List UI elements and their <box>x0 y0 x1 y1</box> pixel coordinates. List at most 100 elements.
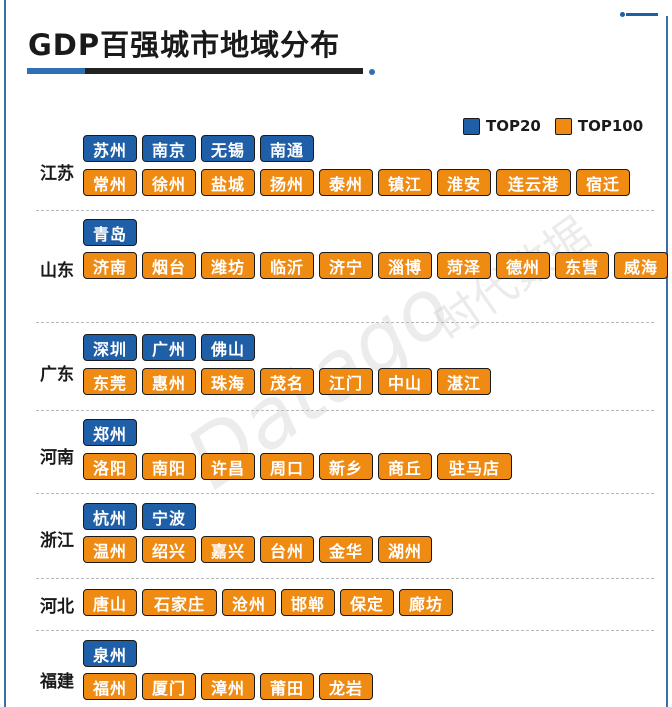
city-tag-top100: 淄博 <box>378 252 432 279</box>
city-tag-top100: 济南 <box>83 252 137 279</box>
city-tag-top100: 临沂 <box>260 252 314 279</box>
city-tag-top100: 洛阳 <box>83 453 137 480</box>
city-tag-top20: 无锡 <box>201 135 255 162</box>
city-tag-top20: 南京 <box>142 135 196 162</box>
city-tag-top100: 茂名 <box>260 368 314 395</box>
top100-row: 常州 徐州 盐城 扬州 泰州 镇江 淮安 连云港 宿迁 <box>83 169 635 196</box>
top100-row: 福州 厦门 漳州 莆田 龙岩 <box>83 673 378 700</box>
row-separator <box>36 630 654 631</box>
left-border-line <box>4 0 6 707</box>
top20-row: 青岛 <box>83 219 142 246</box>
province-label: 山东 <box>40 261 74 281</box>
city-tag-top100: 徐州 <box>142 169 196 196</box>
top100-row: 洛阳 南阳 许昌 周口 新乡 商丘 驻马店 <box>83 453 517 480</box>
city-tag-top100: 德州 <box>496 252 550 279</box>
legend-label-top100: TOP100 <box>577 117 644 135</box>
top100-row: 东莞 惠州 珠海 茂名 江门 中山 湛江 <box>83 368 496 395</box>
title-underline-dark <box>85 68 363 74</box>
city-tag-top100: 邯郸 <box>281 589 335 616</box>
row-separator <box>36 410 654 411</box>
top20-row: 杭州 宁波 <box>83 503 201 530</box>
city-tag-top100: 石家庄 <box>142 589 217 616</box>
top20-row: 苏州 南京 无锡 南通 <box>83 135 319 162</box>
city-tag-top100: 台州 <box>260 536 314 563</box>
city-tag-top100: 驻马店 <box>437 453 512 480</box>
top20-row: 郑州 <box>83 419 142 446</box>
city-tag-top100: 镇江 <box>378 169 432 196</box>
city-tag-top100: 宿迁 <box>576 169 630 196</box>
city-tag-top20: 深圳 <box>83 334 137 361</box>
top20-row: 深圳 广州 佛山 <box>83 334 260 361</box>
corner-dot <box>620 12 625 17</box>
city-tag-top100: 连云港 <box>496 169 571 196</box>
city-tag-top100: 唐山 <box>83 589 137 616</box>
legend: TOP20 TOP100 <box>463 117 651 135</box>
city-tag-top20: 杭州 <box>83 503 137 530</box>
top100-row: 温州 绍兴 嘉兴 台州 金华 湖州 <box>83 536 437 563</box>
city-tag-top20: 宁波 <box>142 503 196 530</box>
city-tag-top100: 金华 <box>319 536 373 563</box>
city-tag-top100: 惠州 <box>142 368 196 395</box>
city-tag-top100: 济宁 <box>319 252 373 279</box>
city-tag-top100: 新乡 <box>319 453 373 480</box>
city-tag-top100: 莆田 <box>260 673 314 700</box>
city-tag-top20: 广州 <box>142 334 196 361</box>
city-tag-top100: 福州 <box>83 673 137 700</box>
province-label: 浙江 <box>40 531 74 551</box>
title-underline-dot <box>369 69 375 75</box>
city-tag-top100: 东莞 <box>83 368 137 395</box>
right-border-line <box>666 16 668 707</box>
chart-title: GDP百强城市地域分布 <box>28 28 341 62</box>
city-tag-top100: 珠海 <box>201 368 255 395</box>
city-tag-top100: 中山 <box>378 368 432 395</box>
city-tag-top100: 扬州 <box>260 169 314 196</box>
city-tag-top100: 威海 <box>614 252 668 279</box>
city-tag-top20: 青岛 <box>83 219 137 246</box>
city-tag-top100: 周口 <box>260 453 314 480</box>
city-tag-top100: 湖州 <box>378 536 432 563</box>
city-tag-top100: 厦门 <box>142 673 196 700</box>
city-tag-top100: 廊坊 <box>399 589 453 616</box>
city-tag-top100: 菏泽 <box>437 252 491 279</box>
legend-label-top20: TOP20 <box>486 117 541 135</box>
legend-item-top20: TOP20 <box>463 117 541 135</box>
province-label: 福建 <box>40 672 74 692</box>
city-tag-top100: 绍兴 <box>142 536 196 563</box>
province-label: 广东 <box>40 365 74 385</box>
city-tag-top100: 南阳 <box>142 453 196 480</box>
city-tag-top100: 常州 <box>83 169 137 196</box>
top100-row: 济南 烟台 潍坊 临沂 济宁 淄博 菏泽 德州 东营 威海 <box>83 252 672 279</box>
city-tag-top100: 保定 <box>340 589 394 616</box>
city-tag-top100: 烟台 <box>142 252 196 279</box>
city-tag-top100: 龙岩 <box>319 673 373 700</box>
city-tag-top100: 嘉兴 <box>201 536 255 563</box>
province-label: 江苏 <box>40 164 74 184</box>
row-separator <box>36 493 654 494</box>
top100-row: 唐山 石家庄 沧州 邯郸 保定 廊坊 <box>83 589 458 616</box>
city-tag-top100: 江门 <box>319 368 373 395</box>
city-tag-top20: 泉州 <box>83 640 137 667</box>
province-label: 河北 <box>40 597 74 617</box>
city-tag-top100: 沧州 <box>222 589 276 616</box>
city-tag-top100: 许昌 <box>201 453 255 480</box>
legend-swatch-top100 <box>554 117 572 135</box>
city-tag-top100: 湛江 <box>437 368 491 395</box>
corner-dash <box>626 13 658 16</box>
city-tag-top100: 淮安 <box>437 169 491 196</box>
city-tag-top20: 南通 <box>260 135 314 162</box>
legend-swatch-top20 <box>463 117 480 135</box>
city-tag-top20: 郑州 <box>83 419 137 446</box>
city-tag-top100: 东营 <box>555 252 609 279</box>
city-tag-top100: 商丘 <box>378 453 432 480</box>
row-separator <box>36 210 654 211</box>
row-separator <box>36 578 654 579</box>
row-separator <box>36 322 654 323</box>
city-tag-top20: 苏州 <box>83 135 137 162</box>
city-tag-top100: 潍坊 <box>201 252 255 279</box>
top20-row: 泉州 <box>83 640 142 667</box>
city-tag-top20: 佛山 <box>201 334 255 361</box>
title-underline-blue <box>27 68 85 74</box>
legend-item-top100: TOP100 <box>554 117 644 135</box>
city-tag-top100: 温州 <box>83 536 137 563</box>
